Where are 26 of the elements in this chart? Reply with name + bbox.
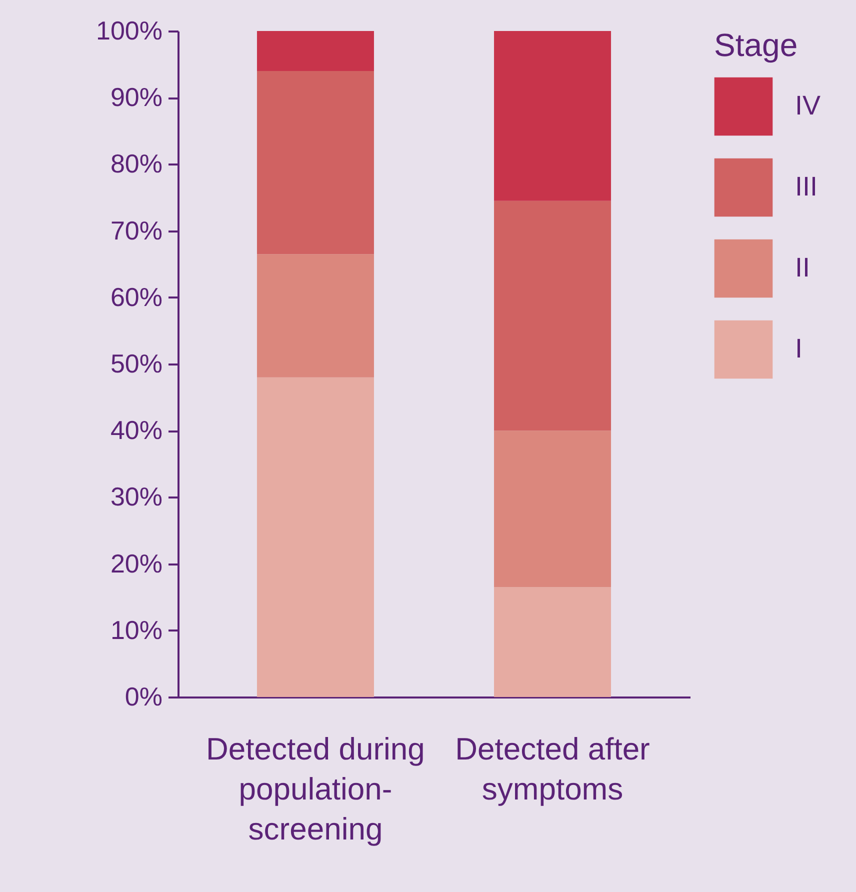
bar bbox=[494, 587, 612, 697]
legend-label: III bbox=[795, 172, 818, 202]
y-tick-label: 70% bbox=[110, 215, 162, 246]
legend-title: Stage bbox=[714, 27, 798, 63]
x-tick-label: Detected during population- screening bbox=[206, 732, 425, 846]
y-tick-label: 0% bbox=[124, 682, 162, 712]
bar bbox=[494, 430, 612, 588]
y-tick-label: 100% bbox=[96, 16, 162, 46]
bar bbox=[256, 254, 374, 378]
y-tick-label: 40% bbox=[110, 415, 162, 446]
bar bbox=[256, 377, 374, 697]
y-tick-label: 50% bbox=[110, 348, 162, 378]
legend-label: II bbox=[795, 252, 810, 282]
y-tick-label: 60% bbox=[110, 282, 162, 312]
legend-label: IV bbox=[795, 90, 821, 120]
y-tick-label: 20% bbox=[110, 548, 162, 578]
legend-label: I bbox=[795, 334, 803, 364]
bar bbox=[256, 31, 374, 71]
x-tick-label: Detected after symptoms bbox=[455, 732, 650, 806]
y-tick-label: 10% bbox=[110, 614, 162, 645]
y-tick-label: 80% bbox=[110, 148, 162, 179]
bar bbox=[494, 200, 612, 431]
bar bbox=[256, 70, 374, 254]
y-tick-label: 30% bbox=[110, 482, 162, 512]
bar bbox=[494, 31, 612, 201]
y-tick-label: 90% bbox=[110, 82, 162, 112]
